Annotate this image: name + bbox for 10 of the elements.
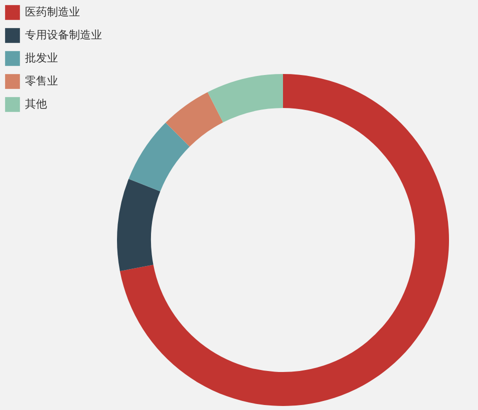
legend-label: 其他 <box>25 98 47 110</box>
legend-label: 批发业 <box>25 52 58 64</box>
donut-slice <box>208 74 283 122</box>
donut-slice <box>117 178 160 272</box>
legend-label: 专用设备制造业 <box>25 28 102 42</box>
legend-label: 零售业 <box>25 74 58 88</box>
donut-slice <box>128 122 190 192</box>
donut-slice <box>166 92 224 147</box>
donut-slice <box>120 74 449 406</box>
legend-label: 医药制造业 <box>25 6 80 18</box>
